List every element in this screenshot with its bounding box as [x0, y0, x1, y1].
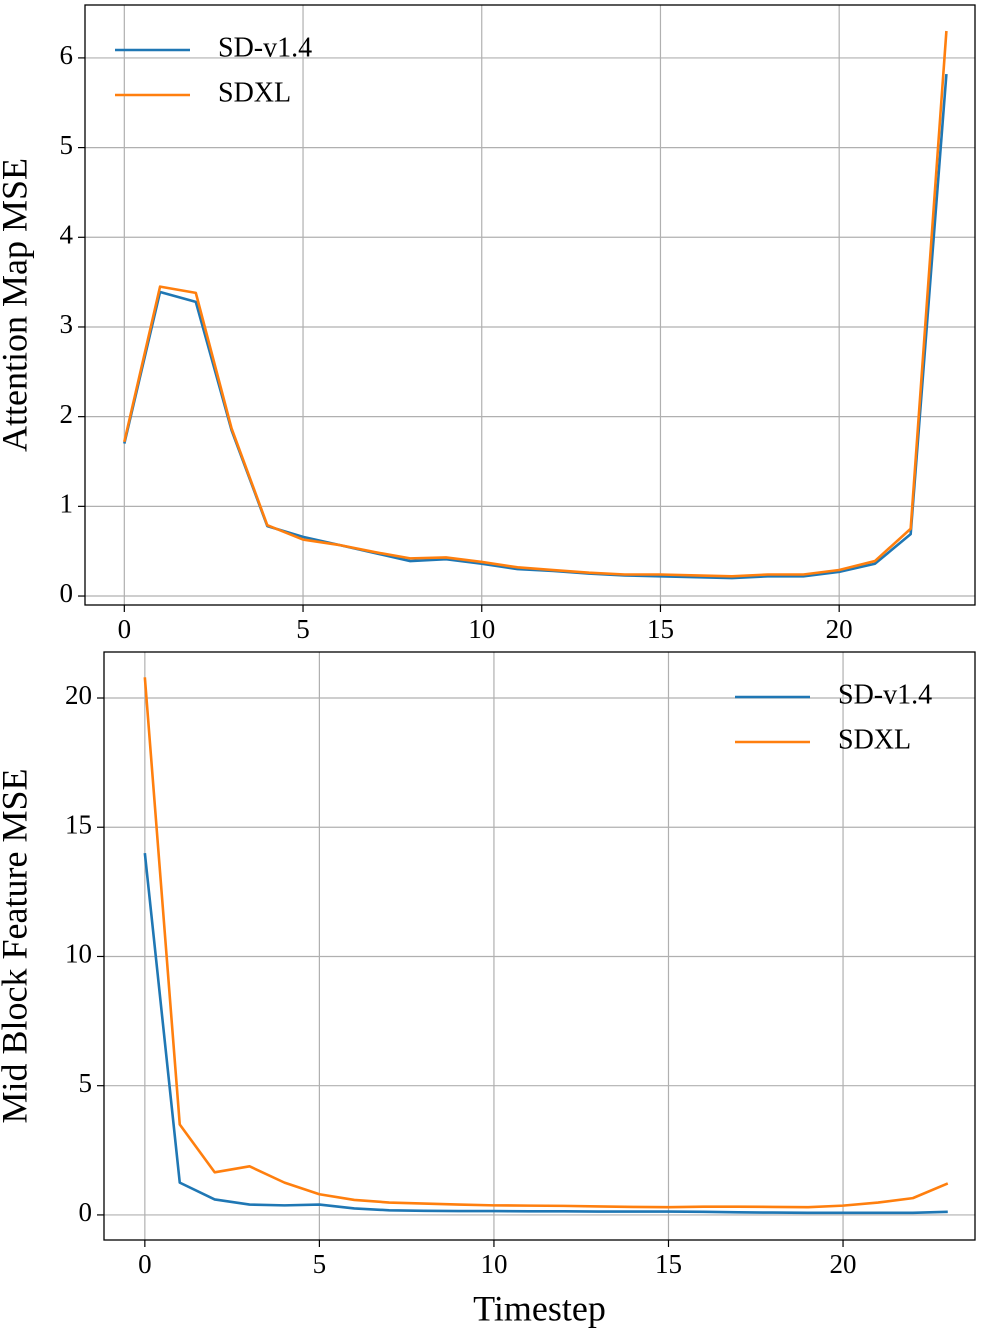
x-tick-label: 0	[118, 614, 132, 644]
x-tick-label: 20	[826, 614, 853, 644]
x-tick-label: 5	[296, 614, 310, 644]
y-tick-label: 0	[60, 578, 74, 608]
legend-label: SD-v1.4	[218, 32, 312, 63]
x-tick-label: 10	[468, 614, 495, 644]
series-line	[123, 30, 948, 578]
series-line	[123, 73, 948, 580]
y-tick-label: 1	[60, 489, 74, 519]
y-tick-label: 5	[60, 130, 74, 160]
y-tick-label: 4	[60, 219, 74, 249]
y-axis-label: Mid Block Feature MSE	[0, 769, 34, 1124]
x-tick-label: 15	[655, 1249, 682, 1279]
plot-frame	[84, 4, 976, 606]
y-tick-label: 0	[79, 1197, 93, 1227]
y-tick-label: 20	[65, 680, 92, 710]
x-tick-label: 15	[647, 614, 674, 644]
legend-label: SD-v1.4	[838, 679, 932, 710]
series-line	[143, 677, 949, 1209]
x-tick-label: 5	[313, 1249, 327, 1279]
x-tick-label: 20	[830, 1249, 857, 1279]
y-tick-label: 3	[60, 309, 74, 339]
x-tick-label: 10	[480, 1249, 507, 1279]
series-line	[143, 852, 948, 1215]
y-tick-label: 6	[60, 40, 74, 70]
y-tick-label: 15	[65, 809, 92, 839]
legend-label: SDXL	[838, 724, 911, 755]
plot-frame	[103, 651, 976, 1241]
x-axis-label: Timestep	[473, 1288, 606, 1328]
y-tick-label: 10	[65, 939, 92, 969]
y-tick-label: 2	[60, 399, 74, 429]
y-tick-label: 5	[79, 1068, 93, 1098]
legend-label: SDXL	[218, 77, 291, 108]
x-tick-label: 0	[138, 1249, 152, 1279]
y-axis-label: Attention Map MSE	[0, 158, 34, 452]
